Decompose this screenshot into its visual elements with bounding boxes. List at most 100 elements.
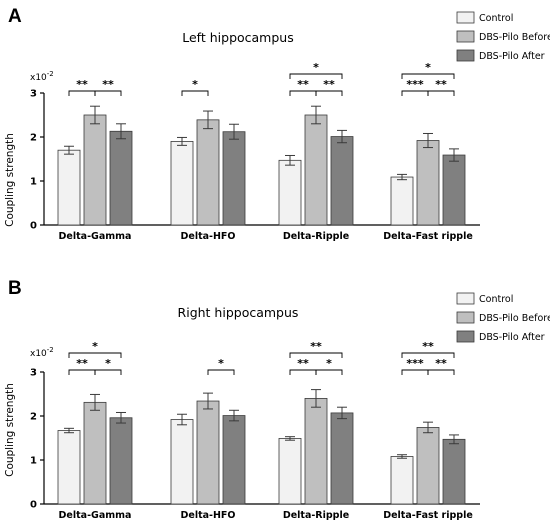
panel-b-bar <box>390 456 414 505</box>
panel-b-bar <box>83 401 107 505</box>
panel-a-bar <box>278 159 302 226</box>
panel-a-significance-bracket <box>401 90 429 96</box>
panel-a-title: Left hippocampus <box>182 30 293 45</box>
panel-b-letter: B <box>8 278 22 299</box>
panel-a-bar <box>222 131 246 226</box>
panel-b-y-scale-base: x10 <box>30 349 47 359</box>
panel-a-legend-swatch <box>456 30 475 43</box>
panel-b-significance-label: ** <box>435 357 447 370</box>
panel-a-letter: A <box>8 6 22 27</box>
panel-b-title: Right hippocampus <box>178 305 299 320</box>
panel-b-legend-label: Control <box>479 294 513 305</box>
panel-a-significance-bracket <box>315 90 343 96</box>
panel-b-bar <box>170 419 194 505</box>
panel-a-significance-label: * <box>313 61 319 74</box>
panel-b-bar <box>196 400 220 505</box>
panel-a-bar <box>390 176 414 226</box>
panel-a-significance-bracket <box>427 90 455 96</box>
panel-a-significance-label: *** <box>406 78 424 91</box>
panel-a-bar <box>109 130 133 226</box>
panel-a-bar <box>304 114 328 226</box>
panel-b-category-label: Delta-Gamma <box>59 510 132 521</box>
panel-b-bar <box>57 430 81 505</box>
panel-b-legend-swatch <box>456 330 475 343</box>
panel-b-legend-swatch <box>456 311 475 324</box>
panel-b-significance-bracket <box>207 369 235 375</box>
panel-b-y-tick-label: 2 <box>30 412 37 423</box>
panel-b-y-scale-exp: -2 <box>47 346 54 354</box>
panel-a-y-axis-title: Coupling strength <box>4 133 16 227</box>
panel-a-bar <box>330 136 354 226</box>
panel-a-y-tick-label: 3 <box>30 89 37 100</box>
panel-a-significance-label: ** <box>435 78 447 91</box>
panel-b-significance-bracket <box>94 369 122 375</box>
panel-b-significance-bracket <box>68 369 96 375</box>
panel-b-category-label: Delta-Fast ripple <box>383 510 473 521</box>
panel-b-legend-label: DBS-Pilo Before <box>479 313 550 324</box>
panel-a-significance-label: ** <box>76 78 88 91</box>
panel-b-significance-label: * <box>92 340 98 353</box>
panel-b-y-scale: x10-2 <box>30 346 54 359</box>
panel-b-significance-label: ** <box>297 357 309 370</box>
panel-a-bar <box>83 114 107 226</box>
panel-b-chart: 0 1 2 3 Delta-Gamma Delta-HFO Delta-Ripple Delt… <box>30 292 550 521</box>
panel-a-legend-label: DBS-Pilo After <box>479 51 545 62</box>
panel-a-category-label: Delta-Gamma <box>59 231 132 242</box>
panel-a-legend-swatch <box>456 49 475 62</box>
panel-a-significance-bracket <box>289 90 317 96</box>
panel-b-significance-bracket <box>401 352 455 358</box>
panel-a-significance-bracket <box>181 90 209 96</box>
panel-b-significance-bracket <box>315 369 343 375</box>
panel-b-significance-label: ** <box>76 357 88 370</box>
panel-b-significance-bracket <box>289 352 343 358</box>
panel-b-y-tick-label: 1 <box>30 456 37 467</box>
panel-a-legend-label: Control <box>479 13 513 24</box>
panel-b-category-label: Delta-HFO <box>181 510 236 521</box>
panel-b-significance-label: * <box>105 357 111 370</box>
panel-a-y-tick-label: 1 <box>30 177 37 188</box>
panel-a-y-scale-base: x10 <box>30 73 47 83</box>
panel-a-category-label: Delta-Ripple <box>283 231 349 242</box>
panel-a-y-scale: x10-2 <box>30 70 54 83</box>
panel-a-y-scale-exp: -2 <box>47 70 54 78</box>
panel-b-category-label: Delta-Ripple <box>283 510 349 521</box>
panel-a-chart: 0 1 2 3 Delta-Gamma Delta-HFO Delta-Ripple Delt… <box>30 11 550 242</box>
panel-a-bar <box>196 119 220 226</box>
panel-b-significance-bracket <box>289 369 317 375</box>
panel-a-bar <box>416 140 440 226</box>
panel-a-bar <box>442 154 466 226</box>
panel-b-bar <box>416 427 440 505</box>
panel-a-y-tick-label: 2 <box>30 133 37 144</box>
panel-a-category-label: Delta-Fast ripple <box>383 231 473 242</box>
panel-b-legend-swatch <box>456 292 475 305</box>
panel-b-bar <box>304 397 328 505</box>
panel-b-bar <box>330 412 354 505</box>
panel-b-significance-bracket <box>68 352 122 358</box>
panel-b-y-tick-label: 3 <box>30 368 37 379</box>
panel-b-legend-label: DBS-Pilo After <box>479 332 545 343</box>
panel-a-significance-label: ** <box>323 78 335 91</box>
panel-a-bar <box>57 149 81 226</box>
panel-a-legend-swatch <box>456 11 475 24</box>
panel-b-y-axis-title: Coupling strength <box>4 383 16 477</box>
panel-a-significance-bracket <box>289 73 343 79</box>
panel-a-significance-label: * <box>425 61 431 74</box>
panel-b-significance-label: *** <box>406 357 424 370</box>
panel-a-significance-label: ** <box>297 78 309 91</box>
panel-b-y-tick-label: 0 <box>30 500 37 511</box>
panel-b-bar <box>222 415 246 505</box>
panel-a-significance-label: ** <box>102 78 114 91</box>
panel-a-legend-label: DBS-Pilo Before <box>479 32 550 43</box>
panel-a-significance-bracket <box>401 73 455 79</box>
panel-b-significance-label: ** <box>310 340 322 353</box>
panel-b-significance-label: * <box>326 357 332 370</box>
panel-b-significance-label: * <box>218 357 224 370</box>
panel-a-significance-label: * <box>192 78 198 91</box>
panel-a-significance-bracket <box>94 90 122 96</box>
panel-a-y-tick-label: 0 <box>30 221 37 232</box>
panel-b-bar <box>442 438 466 505</box>
panel-a-bar <box>170 140 194 226</box>
panel-b-bar <box>109 417 133 505</box>
panel-b-significance-bracket <box>427 369 455 375</box>
